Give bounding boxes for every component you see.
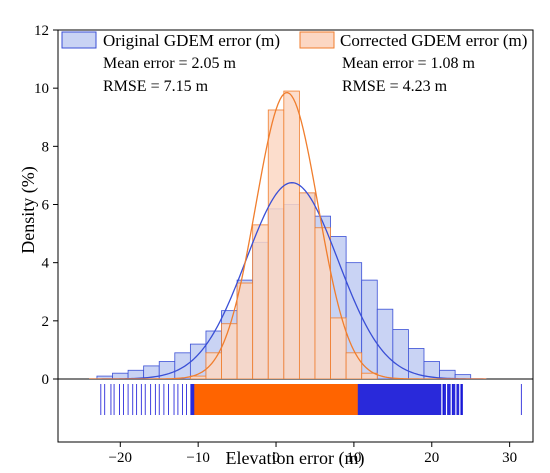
corrected-bar	[205, 352, 222, 379]
legend-label-original: Original GDEM error (m)	[103, 31, 280, 50]
x-tick-label: 20	[424, 450, 439, 466]
corrected-bar	[361, 372, 378, 379]
original-bar	[361, 279, 378, 379]
legend-swatch-corrected	[299, 31, 335, 49]
legend: Original GDEM error (m) Corrected GDEM e…	[61, 31, 527, 50]
y-tick-label: 0	[42, 372, 50, 388]
fit-curves	[89, 91, 487, 379]
corrected-rmse: RMSE = 4.23 m	[342, 78, 448, 95]
corrected-fit-curve	[89, 91, 487, 379]
corrected-bar	[314, 227, 331, 379]
original-bar	[158, 361, 176, 379]
y-tick-label: 10	[34, 81, 49, 97]
x-axis-ticks: −20 −10 0 10 20 30	[109, 442, 517, 466]
corrected-bar	[267, 109, 285, 379]
y-tick-label: 12	[34, 23, 49, 39]
corrected-mean-error: Mean error = 1.08 m	[342, 55, 476, 72]
corrected-bar	[236, 282, 254, 379]
corrected-bar	[221, 323, 238, 379]
x-tick-label: 30	[502, 450, 517, 466]
original-mean-error: Mean error = 2.05 m	[103, 55, 237, 72]
original-bar	[454, 374, 472, 379]
corrected-bar	[283, 90, 300, 379]
original-bar	[392, 329, 409, 379]
corrected-bar	[330, 317, 347, 379]
original-fit-curve	[89, 182, 487, 379]
y-tick-label: 6	[42, 198, 50, 214]
y-axis-label: Density (%)	[18, 166, 39, 253]
original-bar	[376, 308, 394, 379]
original-rmse: RMSE = 7.15 m	[103, 78, 209, 95]
x-tick-label: −10	[186, 450, 209, 466]
x-tick-label: 0	[272, 450, 280, 466]
y-tick-label: 8	[42, 139, 50, 155]
x-tick-label: 10	[346, 450, 361, 466]
plot-frame	[57, 29, 534, 443]
y-tick-label: 4	[42, 256, 50, 272]
rug-band-corrected	[194, 384, 358, 415]
x-tick-label: −20	[109, 450, 132, 466]
legend-label-corrected: Corrected GDEM error (m)	[340, 31, 527, 50]
corrected-bar	[345, 352, 363, 379]
legend-swatch-original	[61, 31, 97, 49]
y-axis-ticks: 0 2 4 6 8 10 12	[34, 23, 58, 388]
y-tick-label: 2	[42, 314, 50, 330]
original-bar	[174, 352, 191, 379]
corrected-bar	[252, 224, 269, 379]
rug-plot	[100, 384, 522, 415]
x-axis-label: Elevation error (m)	[226, 448, 365, 469]
corrected-bar	[298, 192, 316, 379]
